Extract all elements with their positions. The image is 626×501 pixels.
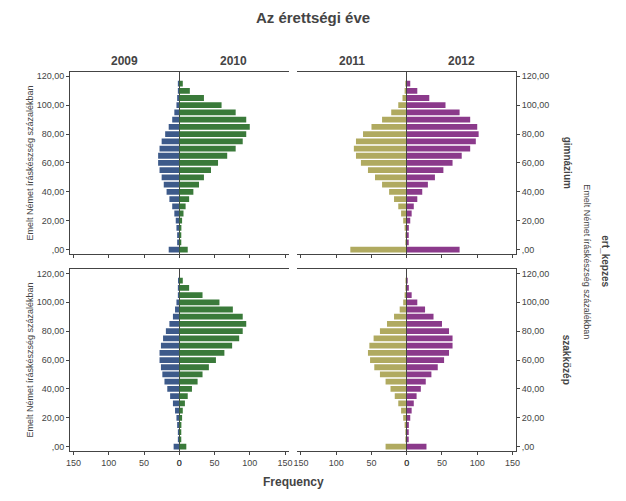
- svg-text:100: 100: [101, 458, 116, 468]
- svg-text:20,00: 20,00: [42, 413, 65, 423]
- svg-text:gimnázium: gimnázium: [562, 137, 573, 189]
- svg-text:50: 50: [139, 458, 149, 468]
- svg-text:60,00: 60,00: [42, 158, 65, 168]
- svg-text:,00: ,00: [52, 442, 65, 452]
- svg-text:80,00: 80,00: [522, 326, 545, 336]
- svg-text:80,00: 80,00: [522, 129, 545, 139]
- svg-text:ert_kepzes: ert_kepzes: [600, 235, 611, 287]
- svg-text:20,00: 20,00: [522, 216, 545, 226]
- svg-text:2012: 2012: [448, 54, 475, 68]
- svg-text:40,00: 40,00: [42, 187, 65, 197]
- svg-text:Emelt Német íráskészség százal: Emelt Német íráskészség százalékban: [25, 283, 35, 438]
- svg-text:,00: ,00: [52, 245, 65, 255]
- svg-text:50: 50: [437, 458, 447, 468]
- svg-text:40,00: 40,00: [522, 384, 545, 394]
- svg-text:100,00: 100,00: [37, 297, 65, 307]
- svg-text:100,00: 100,00: [522, 100, 550, 110]
- svg-text:50: 50: [366, 458, 376, 468]
- svg-text:150: 150: [293, 458, 308, 468]
- svg-text:120,00: 120,00: [522, 71, 550, 81]
- svg-text:100: 100: [470, 458, 485, 468]
- svg-text:0: 0: [404, 458, 409, 468]
- svg-text:120,00: 120,00: [522, 269, 550, 279]
- svg-text:150: 150: [505, 458, 520, 468]
- svg-text:20,00: 20,00: [522, 413, 545, 423]
- svg-text:2011: 2011: [339, 54, 365, 68]
- svg-text:,00: ,00: [522, 245, 535, 255]
- svg-text:80,00: 80,00: [42, 326, 65, 336]
- svg-text:,00: ,00: [522, 442, 535, 452]
- svg-text:Emelt Német íráskészség százal: Emelt Német íráskészség százalékban: [25, 85, 35, 240]
- svg-text:150: 150: [278, 458, 293, 468]
- svg-text:2010: 2010: [220, 54, 247, 68]
- svg-text:120,00: 120,00: [37, 71, 65, 81]
- svg-text:szakközép: szakközép: [561, 335, 572, 385]
- svg-text:20,00: 20,00: [42, 216, 65, 226]
- svg-text:60,00: 60,00: [42, 355, 65, 365]
- svg-text:120,00: 120,00: [37, 269, 65, 279]
- svg-text:40,00: 40,00: [42, 384, 65, 394]
- svg-text:2009: 2009: [111, 54, 138, 68]
- svg-text:Frequency: Frequency: [263, 475, 324, 489]
- svg-text:60,00: 60,00: [522, 158, 545, 168]
- svg-text:100,00: 100,00: [522, 297, 550, 307]
- svg-text:0: 0: [404, 458, 409, 468]
- svg-text:150: 150: [66, 458, 81, 468]
- svg-text:Az érettségi éve: Az érettségi éve: [256, 9, 370, 26]
- svg-text:Emelt Német íráskészség százal: Emelt Német íráskészség százalékban: [582, 184, 592, 339]
- svg-text:60,00: 60,00: [522, 355, 545, 365]
- svg-text:0: 0: [177, 458, 182, 468]
- svg-text:100: 100: [242, 458, 257, 468]
- svg-text:100: 100: [329, 458, 344, 468]
- svg-text:50: 50: [210, 458, 220, 468]
- svg-text:100,00: 100,00: [37, 100, 65, 110]
- svg-text:80,00: 80,00: [42, 129, 65, 139]
- svg-text:40,00: 40,00: [522, 187, 545, 197]
- svg-text:0: 0: [177, 458, 182, 468]
